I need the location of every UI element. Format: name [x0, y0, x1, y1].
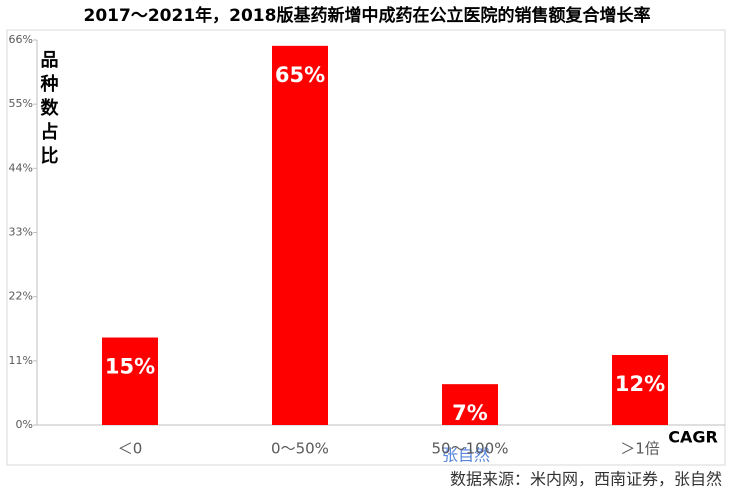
- x-tick-label: 50～100%: [432, 440, 509, 458]
- source-note: 数据来源：米内网，西南证券，张自然: [450, 470, 722, 489]
- y-axis-label: 品种数占比: [38, 50, 60, 170]
- bar: [272, 45, 328, 425]
- bar: [612, 355, 668, 425]
- value-label: 65%: [275, 63, 325, 87]
- chart-title: 2017～2021年，2018版基药新增中成药在公立医院的销售额复合增长率: [84, 5, 651, 26]
- y-tick-label: 0%: [16, 418, 33, 431]
- x-tick-label: ＞1倍: [620, 440, 660, 458]
- y-tick-label: 66%: [9, 33, 33, 46]
- x-tick-label: 0～50%: [271, 440, 329, 458]
- value-label: 7%: [452, 401, 488, 425]
- y-tick-label: 22%: [9, 290, 33, 303]
- x-axis-label: CAGR: [668, 428, 718, 447]
- watermark: 张自然: [442, 446, 490, 465]
- y-tick-label: 33%: [9, 226, 33, 239]
- bar: [442, 384, 498, 425]
- value-label: 15%: [105, 355, 155, 379]
- y-tick-label: 55%: [9, 97, 33, 110]
- plot-border: [6, 29, 726, 466]
- bar: [102, 337, 158, 425]
- value-label: 12%: [615, 372, 665, 396]
- y-tick-label: 44%: [9, 161, 33, 174]
- x-tick-label: ＜0: [118, 440, 143, 458]
- y-tick-label: 11%: [9, 354, 33, 367]
